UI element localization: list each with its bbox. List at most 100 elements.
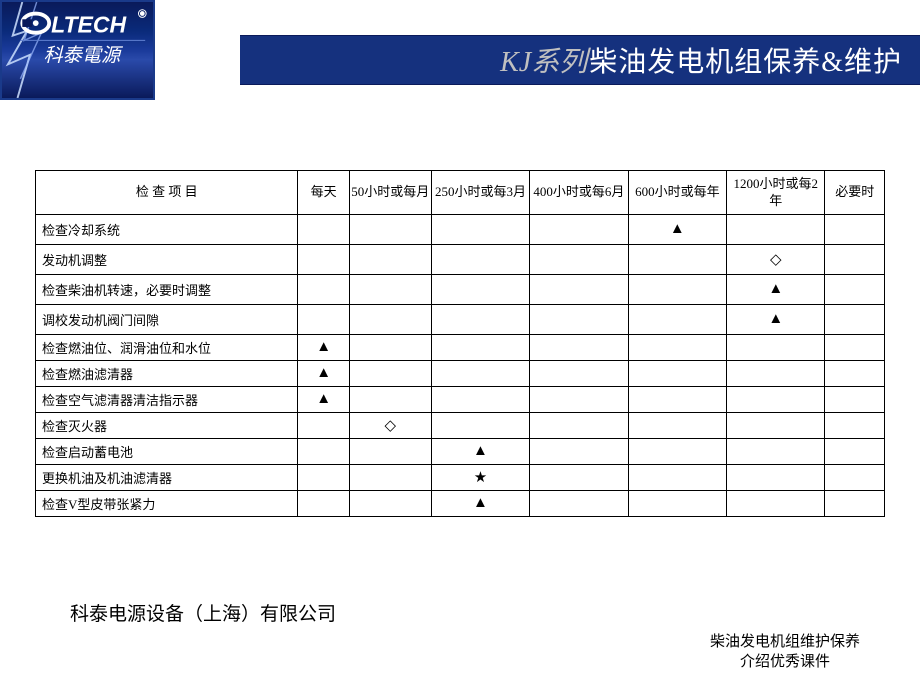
mark-cell — [298, 491, 349, 517]
mark-cell — [825, 305, 885, 335]
mark-cell — [298, 215, 349, 245]
mark-cell — [530, 439, 628, 465]
brand-logo-svg: LTECH 科泰電源 — [2, 2, 153, 98]
mark-cell: ▲ — [298, 335, 349, 361]
slide-header: LTECH 科泰電源 KJ系列柴油发电机组保养&维护 — [0, 0, 920, 100]
mark-cell — [431, 413, 529, 439]
mark-cell — [825, 215, 885, 245]
mark-cell — [349, 215, 431, 245]
item-cell: 检查柴油机转速，必要时调整 — [36, 275, 298, 305]
mark-cell — [530, 305, 628, 335]
col-header: 400小时或每6月 — [530, 171, 628, 215]
tri-mark: ▲ — [473, 495, 488, 511]
table-row: 检查燃油滤清器 ▲ — [36, 361, 885, 387]
mark-cell — [628, 465, 726, 491]
mark-cell — [825, 491, 885, 517]
mark-cell — [825, 439, 885, 465]
maintenance-table: 检 查 项 目 每天 50小时或每月 250小时或每3月 400小时或每6月 6… — [35, 170, 885, 517]
col-header: 600小时或每年 — [628, 171, 726, 215]
mark-cell — [825, 361, 885, 387]
tri-mark: ▲ — [316, 365, 331, 381]
mark-cell: ▲ — [727, 305, 825, 335]
title-bar: KJ系列柴油发电机组保养&维护 — [240, 35, 920, 85]
mark-cell — [431, 335, 529, 361]
mark-cell — [431, 275, 529, 305]
mark-cell: ▲ — [431, 439, 529, 465]
mark-cell — [628, 491, 726, 517]
mark-cell — [530, 335, 628, 361]
brand-text-cn: 科泰電源 — [43, 45, 124, 67]
item-cell: 检查燃油滤清器 — [36, 361, 298, 387]
mark-cell — [727, 439, 825, 465]
item-cell: 检查燃油位、润滑油位和水位 — [36, 335, 298, 361]
mark-cell — [628, 275, 726, 305]
table-row: 检查燃油位、润滑油位和水位▲ — [36, 335, 885, 361]
mark-cell — [530, 413, 628, 439]
mark-cell — [727, 491, 825, 517]
table-row: 检查启动蓄电池▲ — [36, 439, 885, 465]
table-row: 检查V型皮带张紧力 ▲ — [36, 491, 885, 517]
table-row: 检查柴油机转速，必要时调整 ▲ — [36, 275, 885, 305]
tri-mark: ▲ — [473, 443, 488, 459]
mark-cell — [825, 387, 885, 413]
mark-cell — [628, 361, 726, 387]
mark-cell — [530, 491, 628, 517]
brand-text-en: LTECH — [51, 12, 127, 38]
col-header: 每天 — [298, 171, 349, 215]
mark-cell — [628, 387, 726, 413]
item-cell: 发动机调整 — [36, 245, 298, 275]
mark-cell — [431, 245, 529, 275]
mark-cell: ▲ — [628, 215, 726, 245]
mark-cell — [530, 215, 628, 245]
star-mark: ★ — [474, 470, 487, 486]
mark-cell — [349, 335, 431, 361]
mark-cell — [298, 245, 349, 275]
table-row: 发动机调整 ◇ — [36, 245, 885, 275]
footer-note-line: 柴油发电机组维护保养 — [710, 632, 860, 652]
col-header: 必要时 — [825, 171, 885, 215]
mark-cell — [431, 305, 529, 335]
mark-cell — [298, 439, 349, 465]
table-row: 检查冷却系统▲ — [36, 215, 885, 245]
mark-cell — [825, 275, 885, 305]
mark-cell — [530, 245, 628, 275]
footer-note-line: 介绍优秀课件 — [710, 652, 860, 672]
mark-cell — [530, 361, 628, 387]
mark-cell — [727, 361, 825, 387]
col-header: 250小时或每3月 — [431, 171, 529, 215]
item-cell: 更换机油及机油滤清器 — [36, 465, 298, 491]
mark-cell — [349, 387, 431, 413]
tri-mark: ▲ — [670, 221, 685, 237]
mark-cell — [628, 439, 726, 465]
mark-cell: ▲ — [298, 387, 349, 413]
dia-mark: ◇ — [384, 418, 396, 434]
mark-cell — [349, 361, 431, 387]
table-row: 检查灭火器◇ — [36, 413, 885, 439]
brand-logo: LTECH 科泰電源 — [0, 0, 155, 100]
table-row: 更换机油及机油滤清器 ★ — [36, 465, 885, 491]
mark-cell — [530, 275, 628, 305]
mark-cell — [349, 465, 431, 491]
tri-mark: ▲ — [768, 281, 783, 297]
table-header-row: 检 查 项 目 每天 50小时或每月 250小时或每3月 400小时或每6月 6… — [36, 171, 885, 215]
item-cell: 检查V型皮带张紧力 — [36, 491, 298, 517]
mark-cell — [727, 413, 825, 439]
mark-cell — [727, 215, 825, 245]
mark-cell — [825, 465, 885, 491]
mark-cell — [727, 387, 825, 413]
mark-cell — [298, 275, 349, 305]
mark-cell — [349, 275, 431, 305]
mark-cell — [349, 305, 431, 335]
mark-cell — [530, 465, 628, 491]
dia-mark: ◇ — [770, 252, 782, 268]
table-row: 检查空气滤清器清洁指示器▲ — [36, 387, 885, 413]
tri-mark: ▲ — [316, 391, 331, 407]
table-container: 检 查 项 目 每天 50小时或每月 250小时或每3月 400小时或每6月 6… — [35, 170, 885, 517]
mark-cell — [298, 413, 349, 439]
mark-cell: ★ — [431, 465, 529, 491]
col-header: 50小时或每月 — [349, 171, 431, 215]
mark-cell — [431, 387, 529, 413]
mark-cell — [628, 245, 726, 275]
mark-cell: ◇ — [349, 413, 431, 439]
mark-cell: ◇ — [727, 245, 825, 275]
